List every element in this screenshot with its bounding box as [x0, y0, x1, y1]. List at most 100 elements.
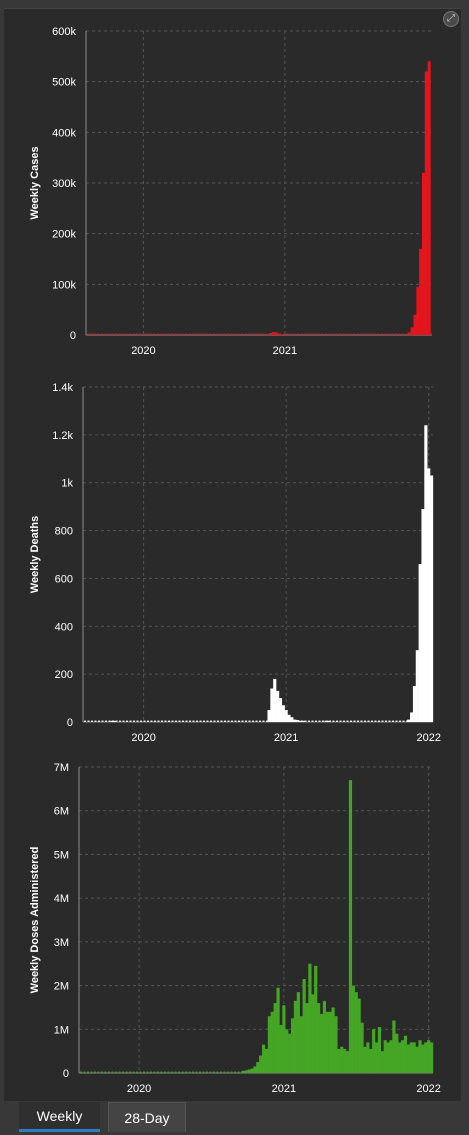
bar [277, 333, 281, 335]
y-tick-label: 1M [54, 1024, 69, 1036]
bar [374, 1042, 379, 1073]
bar [331, 1007, 335, 1073]
bar [403, 1035, 408, 1073]
bar [324, 720, 328, 722]
bar [285, 1029, 289, 1073]
bar [392, 1020, 396, 1073]
bar [409, 1042, 413, 1073]
bar [372, 1029, 376, 1073]
x-tick-label: 2021 [273, 345, 297, 357]
y-tick-label: 2M [54, 981, 69, 993]
tab-weekly[interactable]: Weekly [19, 1102, 100, 1132]
bar [366, 1042, 370, 1073]
bar [302, 979, 306, 1073]
bar [345, 1051, 350, 1073]
bar [110, 720, 114, 722]
y-tick-label: 600 [55, 573, 73, 585]
y-tick-label: 300k [52, 178, 76, 190]
x-tick-label: 2020 [131, 732, 155, 744]
bar [357, 998, 361, 1073]
bar [363, 1046, 367, 1073]
bar [273, 678, 277, 722]
chart-svg: 0 1M 2M 3M 4M 5M 6M 7M 2020 2021 2022 Weekly Doses … [29, 762, 441, 1095]
bar [305, 1003, 309, 1073]
bar [410, 327, 414, 335]
x-tick-label: 2022 [416, 1083, 440, 1095]
x-tick-label: 2022 [416, 732, 440, 744]
y-tick-label: 0 [70, 330, 76, 342]
bar [278, 698, 283, 722]
bar [369, 1048, 373, 1073]
bar [407, 332, 411, 335]
bar [325, 1011, 329, 1073]
bar [298, 720, 302, 722]
bar [284, 710, 288, 722]
bar [380, 1051, 384, 1073]
charts-panel: ⤢ 0 100k 200k 300k 400k 500k 600k 2020 2021 Weekl… [4, 8, 461, 1102]
bar [351, 985, 355, 1073]
bar [282, 1005, 286, 1073]
y-tick-label: 100k [52, 279, 76, 291]
bar [290, 717, 294, 722]
y-tick-label: 0 [63, 1068, 69, 1080]
y-tick-label: 400k [52, 127, 76, 139]
tab-28-day[interactable]: 28-Day [108, 1102, 186, 1132]
bar [419, 248, 423, 335]
bar [424, 1042, 428, 1073]
weekly-cases-chart: 0 100k 200k 300k 400k 500k 600k 2020 2021 Weekly … [4, 9, 461, 381]
bar [290, 1018, 295, 1073]
y-tick-label: 1.2k [52, 430, 73, 442]
bar [113, 720, 117, 722]
bar [262, 1044, 266, 1073]
y-tick-label: 6M [54, 806, 69, 818]
y-tick-label: 200 [55, 669, 73, 681]
bar [281, 705, 285, 722]
chart-svg: 0 100k 200k 300k 400k 500k 600k 2020 2021 Weekly … [29, 26, 432, 357]
chart-svg: 0 200 400 600 800 1k 1.2k 1.4k 2020 2021 2022 Weekl… [29, 382, 441, 744]
bar [337, 1048, 341, 1073]
bar [429, 1042, 434, 1073]
bar [270, 688, 274, 722]
bar [256, 1062, 260, 1073]
bar [340, 1046, 344, 1073]
bar [270, 1011, 274, 1073]
bar [427, 468, 431, 722]
bar [343, 1048, 347, 1073]
bar [319, 1013, 324, 1073]
bar [276, 690, 280, 722]
bar [348, 780, 353, 1073]
bar [287, 714, 291, 722]
bar [247, 1069, 251, 1073]
bar [427, 1040, 431, 1073]
bar [429, 475, 434, 722]
bar [424, 71, 428, 336]
bar [274, 332, 278, 335]
bar [273, 1003, 277, 1073]
bar [241, 1070, 245, 1073]
bar [293, 1000, 298, 1073]
bar [301, 720, 305, 722]
bar [418, 564, 422, 722]
bar [327, 720, 331, 722]
bar [288, 1033, 292, 1073]
x-tick-label: 2020 [127, 1083, 151, 1095]
bar [280, 334, 284, 335]
bar [406, 1044, 410, 1073]
y-tick-label: 500k [52, 77, 76, 89]
bar [424, 425, 428, 722]
x-tick-label: 2020 [131, 345, 155, 357]
bar [418, 1040, 422, 1073]
bar [400, 1040, 405, 1073]
bar [334, 1016, 338, 1073]
expand-icon[interactable]: ⤢ [443, 11, 459, 27]
bar [407, 719, 411, 722]
y-tick-label: 3M [54, 937, 69, 949]
y-tick-label: 1k [61, 478, 73, 490]
bar [421, 1044, 425, 1073]
y-tick-label: 800 [55, 526, 73, 538]
y-axis-title: Weekly Deaths [29, 516, 41, 593]
bar [296, 992, 300, 1073]
y-tick-label: 1.4k [52, 382, 73, 394]
bar [398, 1042, 402, 1073]
bar [253, 1066, 257, 1073]
